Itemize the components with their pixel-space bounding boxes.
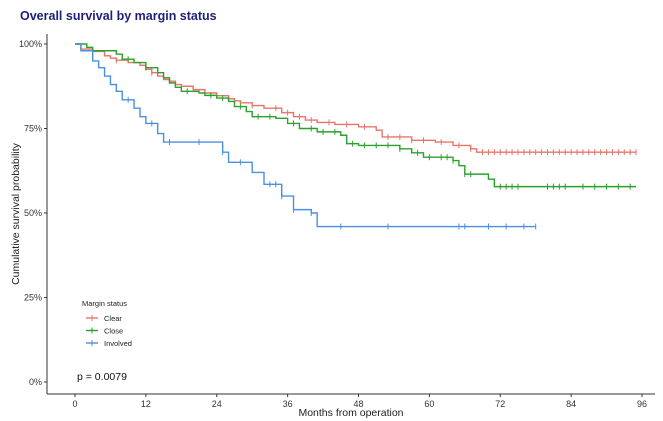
p-value-annotation: p = 0.0079 — [77, 371, 127, 383]
survival-curve-close — [75, 43, 637, 188]
survival-curve-clear — [75, 43, 637, 153]
x-tick-label: 24 — [212, 399, 222, 409]
series-involved — [75, 43, 537, 230]
x-tick-label: 60 — [424, 399, 434, 409]
x-tick-label: 84 — [566, 399, 576, 409]
chart-title: Overall survival by margin status — [20, 9, 217, 23]
y-tick-label: 50% — [24, 208, 42, 218]
legend-label-involved: Involved — [104, 339, 132, 348]
series-close — [75, 43, 637, 190]
legend-label-clear: Clear — [104, 314, 122, 323]
y-tick-label: 100% — [19, 39, 42, 49]
y-tick-label: 75% — [24, 124, 42, 134]
x-tick-label: 48 — [353, 399, 363, 409]
x-axis-title: Months from operation — [298, 407, 403, 419]
x-tick-label: 12 — [141, 399, 151, 409]
survival-curve-involved — [75, 43, 536, 228]
legend-label-close: Close — [104, 327, 123, 336]
plot-series — [75, 43, 637, 230]
series-clear — [75, 43, 637, 156]
legend-title: Margin status — [82, 299, 127, 308]
y-tick-label: 25% — [24, 293, 42, 303]
y-tick-label: 0% — [29, 377, 42, 387]
x-tick-label: 72 — [495, 399, 505, 409]
x-tick-label: 96 — [637, 399, 647, 409]
x-tick-label: 0 — [72, 399, 77, 409]
x-tick-label: 36 — [283, 399, 293, 409]
y-axis-title: Cumulative survival probability — [10, 142, 22, 285]
legend: Margin status Clear Close Involved — [82, 299, 132, 348]
axes: 0 12 24 36 48 60 72 84 96 0% 25% 50% 75% 100% Months f… — [10, 34, 655, 419]
